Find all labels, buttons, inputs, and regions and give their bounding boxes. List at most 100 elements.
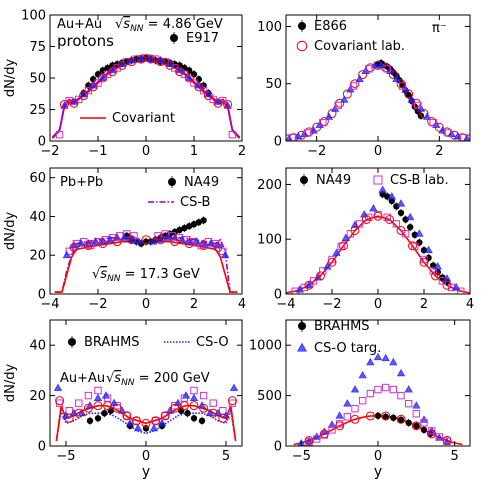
data-point: [146, 54, 156, 64]
x-tick-label: 1: [190, 144, 198, 159]
series-na49: [379, 190, 451, 286]
data-point: [378, 185, 387, 193]
data-point: [117, 406, 127, 414]
data-point: [389, 385, 398, 394]
data-point: [323, 262, 332, 270]
data-point: [134, 237, 143, 245]
data-point: [374, 210, 382, 219]
data-point: [327, 109, 337, 119]
data-point: [89, 81, 98, 89]
data-point: [429, 267, 437, 275]
x-tick-label: 2: [238, 144, 246, 159]
species-label: π⁻: [432, 21, 447, 36]
data-point: [209, 399, 217, 407]
data-point: [435, 433, 444, 441]
legend-marker: [300, 176, 308, 184]
data-point: [402, 216, 409, 223]
data-point: [203, 91, 213, 101]
data-point: [228, 399, 237, 407]
data-point: [350, 79, 360, 89]
x-tick-label: 5: [451, 449, 459, 464]
data-point: [185, 237, 194, 245]
data-point: [369, 204, 378, 212]
data-point: [155, 235, 165, 245]
legend-marker: [296, 40, 308, 52]
data-point: [385, 214, 394, 224]
data-point: [112, 237, 122, 247]
data-point: [122, 411, 132, 421]
data-point: [53, 383, 63, 391]
series-model-2: [55, 404, 237, 442]
data-point: [370, 60, 380, 69]
data-point: [83, 241, 93, 251]
data-point: [362, 214, 371, 224]
data-point: [319, 267, 327, 275]
data-point: [132, 417, 141, 425]
data-point: [219, 407, 227, 415]
series-model-5: [59, 54, 233, 109]
legend-label: Covariant lab.: [314, 39, 405, 54]
data-point: [88, 82, 98, 92]
data-point: [123, 230, 131, 238]
data-point: [444, 129, 453, 137]
data-point: [184, 239, 194, 249]
y-tick-label: 0: [38, 440, 46, 455]
data-point: [358, 70, 368, 80]
data-point: [355, 74, 364, 83]
data-point: [419, 257, 429, 267]
data-point: [175, 67, 185, 77]
data-point: [396, 414, 406, 424]
data-point: [228, 131, 237, 139]
data-point: [453, 132, 462, 140]
data-point: [151, 416, 161, 426]
plot-area: [51, 53, 241, 140]
data-point: [184, 410, 191, 417]
data-point: [192, 237, 201, 245]
data-point: [332, 248, 341, 256]
legend-entry: E917: [170, 31, 219, 46]
data-point: [389, 357, 398, 366]
y-tick-label: 50: [29, 72, 46, 87]
data-point: [86, 417, 94, 424]
data-point: [312, 432, 321, 440]
x-tick-label: 0: [142, 297, 150, 312]
series-model-2: [286, 60, 470, 141]
data-point: [442, 435, 452, 445]
data-point: [107, 67, 117, 77]
data-point: [412, 410, 421, 418]
data-point: [324, 112, 334, 120]
data-point: [374, 385, 382, 394]
data-point: [229, 383, 239, 391]
y-tick-label: 40: [29, 339, 46, 354]
data-point: [397, 391, 405, 400]
data-point: [151, 417, 160, 425]
data-point: [350, 225, 360, 235]
data-point: [312, 435, 321, 443]
legend-label: E917: [186, 31, 219, 46]
y-tick-label: 0: [274, 440, 282, 455]
data-point: [91, 237, 100, 245]
data-point: [165, 59, 175, 67]
data-point: [358, 371, 367, 379]
y-tick-label: 100: [257, 233, 282, 248]
data-point: [390, 414, 397, 421]
y-tick-label: 25: [29, 103, 46, 118]
energy-label: √sNN = 4.86 GeV: [115, 17, 223, 34]
x-tick-label: −4: [276, 297, 295, 312]
data-point: [397, 209, 405, 217]
legend-entry: NA49: [300, 173, 351, 188]
series-cs-b-lab-: [291, 210, 465, 294]
data-point: [198, 417, 206, 424]
data-point: [208, 408, 218, 418]
data-point: [127, 235, 136, 243]
data-point: [405, 419, 412, 427]
data-point: [199, 239, 208, 247]
data-point: [407, 223, 414, 231]
data-point: [181, 391, 191, 399]
y-tick-label: 1000: [249, 339, 282, 354]
data-point: [413, 422, 420, 430]
data-point: [335, 98, 345, 108]
data-point: [396, 79, 406, 89]
data-point: [406, 212, 415, 221]
data-point: [376, 60, 386, 69]
